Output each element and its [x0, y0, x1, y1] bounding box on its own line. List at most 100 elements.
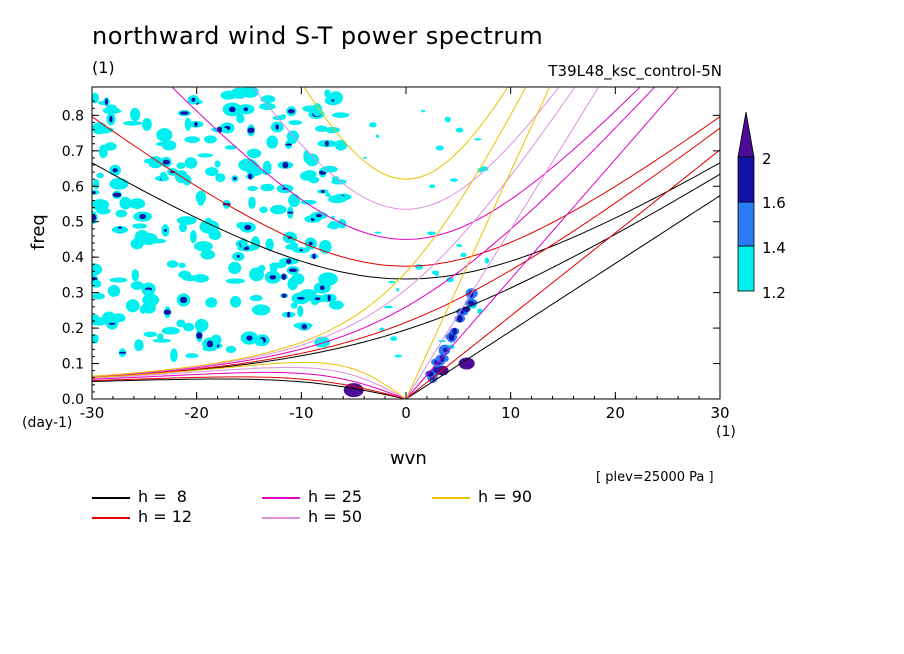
dispersion-line-kelvin	[405, 149, 720, 399]
y-tick-label: 0.0	[62, 392, 84, 408]
shade-blob	[324, 89, 331, 98]
y-unit-label: (day-1)	[22, 415, 73, 431]
shade-blob	[176, 162, 186, 170]
shade-blob	[238, 158, 258, 172]
shade-core	[191, 97, 196, 102]
shade-blob	[161, 326, 180, 335]
shade-blob	[288, 193, 301, 208]
shade-blob	[104, 142, 117, 151]
dispersion-line-mrg	[92, 87, 656, 378]
shade-blob	[132, 223, 148, 229]
shade-blob	[446, 277, 454, 283]
legend-item-h50: h = 50	[262, 507, 362, 526]
dispersion-line-kelvin	[405, 87, 600, 399]
shade-blob	[160, 171, 168, 182]
shade-core	[314, 297, 321, 301]
shade-blob	[429, 184, 436, 189]
colorbar-label: 1.6	[762, 194, 786, 212]
colorbar-label: 1.2	[762, 284, 786, 302]
shade-blob	[421, 109, 426, 113]
shade-blob	[379, 327, 385, 331]
shade-blob	[258, 264, 266, 272]
shade-blob	[225, 345, 237, 353]
dispersion-curves	[92, 87, 720, 399]
shade-blob	[325, 241, 331, 245]
shade-blob	[93, 178, 100, 190]
y-tick-label: 0.7	[62, 144, 84, 160]
x-tick-label: -20	[184, 404, 209, 422]
shade-blob	[184, 117, 192, 131]
shade-core	[315, 213, 322, 218]
colorbar-segment	[737, 201, 755, 247]
shade-core	[194, 121, 198, 127]
shade-core	[108, 322, 116, 325]
x-tick-label: 10	[501, 404, 520, 422]
shade-core	[282, 161, 289, 169]
shade-blob	[262, 160, 272, 174]
dispersion-line-ig1	[92, 162, 720, 280]
shade-blob	[152, 338, 171, 343]
shade-blob	[92, 314, 100, 326]
colorbar-segment	[737, 156, 755, 203]
shade-core	[179, 296, 188, 304]
legend-label: h = 8	[138, 487, 187, 506]
shade-core	[163, 309, 172, 315]
shade-blob	[315, 125, 328, 132]
shade-core	[244, 224, 252, 231]
legend-swatch	[92, 496, 130, 499]
shade-blob	[204, 135, 217, 144]
shade-blob	[200, 249, 216, 260]
shade-core	[118, 351, 127, 354]
dispersion-line-ig1	[252, 87, 560, 210]
shade-core	[247, 127, 255, 134]
shade-blob	[195, 190, 207, 205]
shade-blob	[326, 224, 336, 229]
x-axis-label: wvn	[390, 448, 427, 469]
shade-core	[180, 111, 189, 115]
legend-item-h90: h = 90	[432, 487, 532, 506]
shade-core	[285, 143, 292, 146]
shade-blob	[92, 333, 99, 344]
shade-blob	[179, 222, 188, 233]
shade-blob	[107, 284, 121, 297]
plev-annotation: [ plev=25000 Pa ]	[596, 470, 714, 485]
shade-blob	[431, 270, 439, 275]
shade-blob	[456, 243, 461, 247]
dispersion-line-ig1	[92, 116, 720, 267]
shade-peak	[458, 357, 475, 370]
shade-blob	[435, 145, 444, 151]
shade-core	[139, 213, 147, 220]
shade-core	[112, 192, 122, 198]
shade-blob	[170, 348, 178, 363]
x-unit-label: (1)	[716, 424, 736, 440]
shade-core	[109, 115, 113, 123]
shade-blob	[455, 127, 464, 133]
shade-blob	[197, 200, 204, 206]
chart-subtitle-right: T39L48_ksc_control-5N	[548, 62, 722, 80]
legend-item-h25: h = 25	[262, 487, 362, 506]
shade-blob	[189, 230, 197, 244]
legend-swatch	[262, 516, 300, 519]
shade-blob	[229, 295, 242, 308]
shade-blob	[92, 263, 103, 276]
shade-blob	[130, 281, 144, 290]
y-tick-label: 0.2	[62, 321, 84, 337]
shade-blob	[178, 270, 192, 279]
shade-blob	[246, 148, 262, 159]
shade-blob	[176, 319, 186, 328]
shade-blob	[250, 236, 261, 251]
shade-blob	[259, 206, 268, 214]
shade-blob	[119, 196, 132, 210]
shade-blob	[484, 257, 490, 264]
shade-core	[452, 327, 457, 335]
shade-core	[206, 340, 214, 348]
colorbar-label: 2	[762, 150, 772, 168]
shade-blob	[260, 183, 275, 192]
dispersion-line-er1	[92, 378, 407, 399]
shade-core	[281, 293, 287, 298]
shade-blob	[202, 347, 217, 352]
shade-core	[320, 190, 325, 193]
shade-blob	[449, 178, 459, 182]
shade-blob	[265, 238, 274, 251]
shade-blob	[248, 196, 256, 209]
